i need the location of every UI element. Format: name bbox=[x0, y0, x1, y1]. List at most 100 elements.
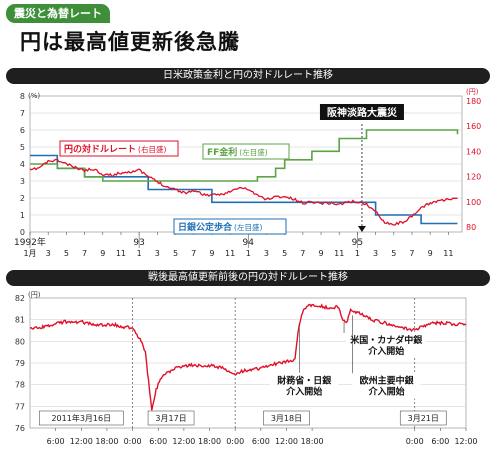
year-label: 1992年 bbox=[14, 236, 46, 248]
y-tick-label: 78 bbox=[15, 381, 25, 390]
x-tick-label: 18:00 bbox=[301, 437, 324, 446]
x-tick-label: 7 bbox=[300, 249, 305, 258]
x-tick-label: 1 bbox=[137, 249, 142, 258]
y-tick-label: 77 bbox=[15, 402, 25, 411]
right-tick-label: 120 bbox=[466, 173, 481, 182]
x-tick-label: 9 bbox=[100, 249, 105, 258]
series-boj-discount-rate bbox=[30, 154, 458, 225]
event-label: 阪神淡路大震災 bbox=[327, 106, 398, 119]
x-tick-label: 9 bbox=[209, 249, 214, 258]
x-tick-label: 9 bbox=[318, 249, 323, 258]
annotation-box bbox=[352, 372, 421, 399]
x-tick-label: 12:00 bbox=[70, 437, 93, 446]
annotation-text: 介入開始 bbox=[285, 386, 322, 398]
x-tick-label: 3 bbox=[264, 249, 269, 258]
y-axis-unit: (円) bbox=[28, 291, 41, 299]
day-label: 3月21日 bbox=[408, 414, 439, 423]
legend-yen: 円の対ドルレート (右目盛) bbox=[64, 143, 166, 155]
day-label-box bbox=[399, 410, 447, 426]
left-tick-label: 6 bbox=[20, 126, 25, 135]
legend-boj-box bbox=[173, 218, 287, 235]
day-label-box bbox=[147, 410, 195, 426]
day-label: 3月18日 bbox=[271, 414, 302, 423]
chart1-title-bar: 日米政策金利と円の対ドルレート推移 bbox=[6, 68, 490, 84]
x-tick-label: 5 bbox=[173, 249, 178, 258]
x-tick-label: 12:00 bbox=[172, 437, 195, 446]
x-tick-label: 11 bbox=[116, 249, 126, 258]
y-tick-label: 80 bbox=[15, 337, 25, 346]
left-tick-label: 5 bbox=[20, 143, 25, 152]
year-label: 94 bbox=[243, 238, 255, 248]
x-tick-label: 3 bbox=[373, 249, 378, 258]
left-axis-unit: (%) bbox=[28, 92, 40, 100]
x-tick-label: 0:00 bbox=[124, 437, 142, 446]
x-tick-label: 1月 bbox=[23, 249, 36, 258]
day-label-box bbox=[263, 410, 310, 426]
annotation-box bbox=[270, 372, 339, 399]
x-tick-label: 11 bbox=[443, 249, 453, 258]
x-tick-label: 9 bbox=[428, 249, 433, 258]
year-label: 95 bbox=[352, 238, 363, 248]
right-tick-label: 160 bbox=[466, 122, 481, 131]
y-tick-label: 82 bbox=[15, 294, 25, 303]
chart2-title-bar: 戦後最高値更新前後の円の対ドルレート推移 bbox=[6, 270, 490, 286]
event-label-box bbox=[319, 104, 404, 120]
x-tick-label: 7 bbox=[82, 249, 87, 258]
left-tick-label: 2 bbox=[20, 194, 25, 203]
annotation-text: 財務省・日銀 bbox=[276, 375, 331, 387]
right-tick-label: 140 bbox=[466, 147, 481, 156]
right-tick-label: 80 bbox=[466, 223, 476, 232]
series-yen-rate bbox=[29, 158, 458, 226]
x-tick-label: 6:00 bbox=[47, 437, 65, 446]
x-tick-label: 11 bbox=[225, 249, 235, 258]
left-tick-label: 0 bbox=[20, 228, 25, 237]
x-tick-label: 0:00 bbox=[226, 437, 244, 446]
x-tick-label: 1 bbox=[246, 249, 251, 258]
x-tick-label: 3 bbox=[155, 249, 160, 258]
x-tick-label: 11 bbox=[334, 249, 344, 258]
section-tag: 震災と為替レート bbox=[6, 4, 110, 23]
annotation-text: 米国・カナダ中銀 bbox=[349, 334, 422, 346]
series-yen-intraday bbox=[29, 303, 467, 411]
x-tick-label: 6:00 bbox=[431, 437, 449, 446]
left-tick-label: 1 bbox=[20, 211, 25, 220]
x-tick-label: 18:00 bbox=[95, 437, 118, 446]
legend-ff-box bbox=[202, 143, 290, 160]
x-tick-label: 12:00 bbox=[275, 437, 298, 446]
x-tick-label: 5 bbox=[391, 249, 396, 258]
year-label: 93 bbox=[133, 238, 144, 248]
annotation-box bbox=[346, 332, 427, 358]
annotation-text: 介入開始 bbox=[368, 386, 405, 398]
day-label-box bbox=[38, 410, 124, 426]
x-tick-label: 18:00 bbox=[198, 437, 221, 446]
annotation-text: 介入開始 bbox=[367, 345, 404, 357]
x-tick-label: 7 bbox=[191, 249, 196, 258]
y-tick-label: 79 bbox=[15, 359, 25, 368]
legend-ff: FF金利 (左目盛) bbox=[207, 146, 268, 158]
day-label: 3月17日 bbox=[155, 414, 186, 423]
x-tick-label: 5 bbox=[64, 249, 69, 258]
x-tick-label: 6:00 bbox=[252, 437, 270, 446]
x-tick-label: 1 bbox=[355, 249, 360, 258]
y-tick-label: 76 bbox=[15, 424, 25, 433]
x-tick-label: 3 bbox=[46, 249, 51, 258]
legend-boj: 日銀公定歩合 (左目盛) bbox=[178, 221, 262, 233]
y-tick-label: 81 bbox=[15, 316, 25, 325]
x-tick-label: 6:00 bbox=[149, 437, 167, 446]
left-tick-label: 4 bbox=[20, 160, 25, 169]
headline: 円は最高値更新後急騰 bbox=[20, 29, 240, 54]
x-tick-label: 5 bbox=[282, 249, 287, 258]
left-tick-label: 3 bbox=[20, 177, 25, 186]
legend-yen-box bbox=[59, 140, 179, 157]
right-axis-unit: (円) bbox=[466, 88, 479, 96]
x-tick-label: 12:00 bbox=[454, 437, 477, 446]
event-arrow bbox=[357, 226, 366, 232]
x-tick-label: 0:00 bbox=[406, 437, 424, 446]
right-tick-label: 100 bbox=[466, 198, 481, 207]
left-tick-label: 8 bbox=[20, 92, 25, 101]
x-tick-label: 7 bbox=[409, 249, 414, 258]
right-tick-label: 180 bbox=[466, 97, 481, 106]
